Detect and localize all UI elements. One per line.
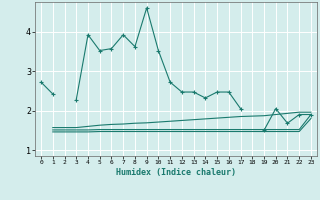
- X-axis label: Humidex (Indice chaleur): Humidex (Indice chaleur): [116, 168, 236, 177]
